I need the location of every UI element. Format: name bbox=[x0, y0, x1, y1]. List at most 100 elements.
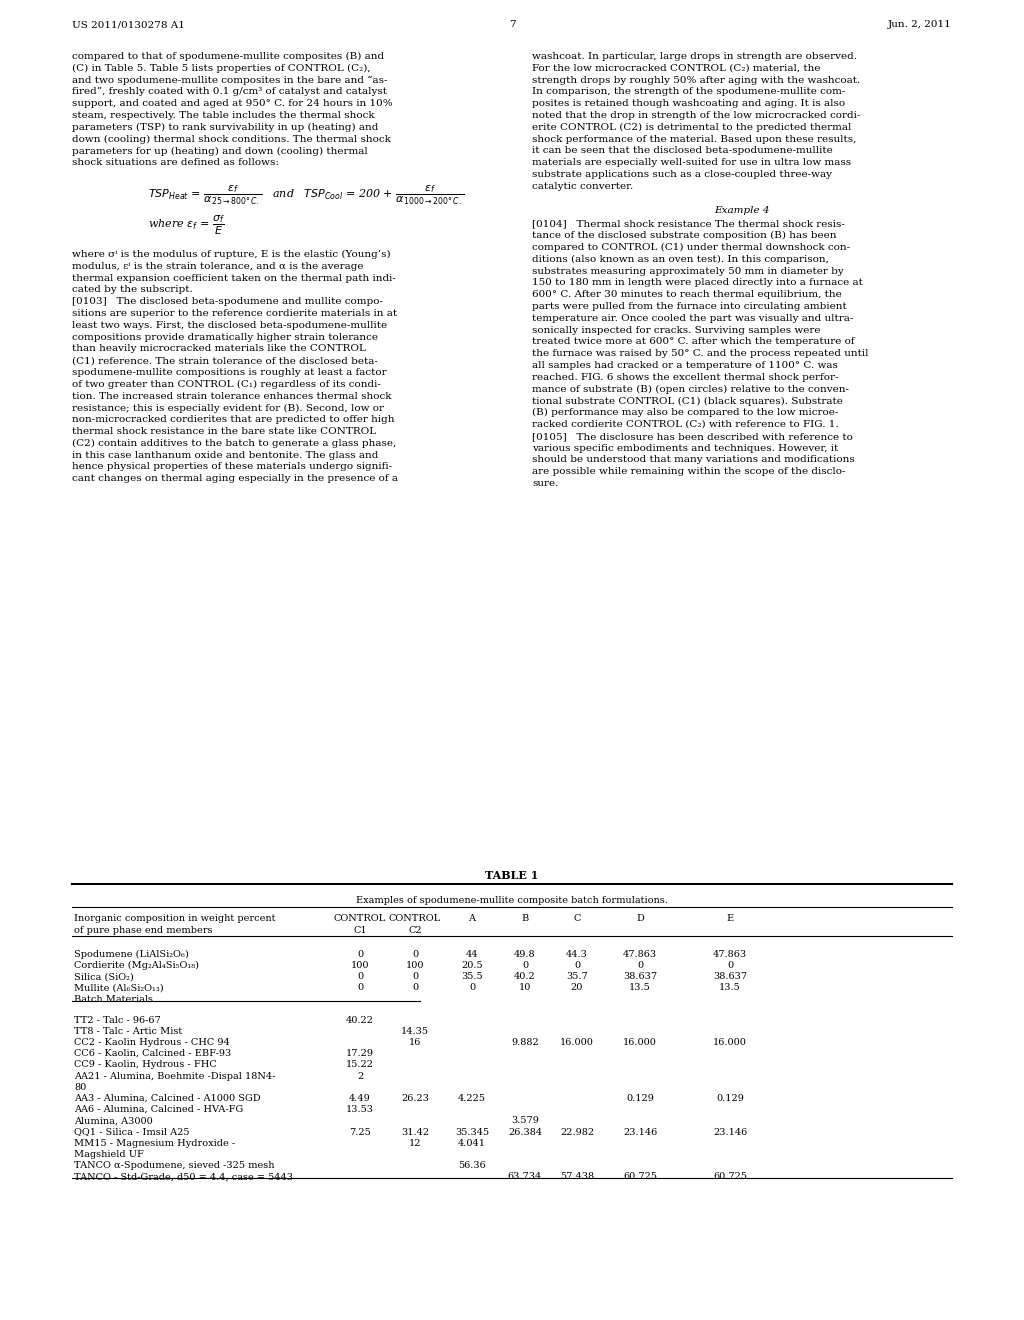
Text: 0: 0 bbox=[522, 961, 528, 970]
Text: TABLE 1: TABLE 1 bbox=[485, 870, 539, 880]
Text: In comparison, the strength of the spodumene-mullite com-: In comparison, the strength of the spodu… bbox=[532, 87, 846, 96]
Text: CONTROL: CONTROL bbox=[334, 913, 386, 923]
Text: 40.2: 40.2 bbox=[514, 973, 536, 981]
Text: 0: 0 bbox=[357, 973, 364, 981]
Text: non-microcracked cordierites that are predicted to offer high: non-microcracked cordierites that are pr… bbox=[72, 416, 394, 424]
Text: 60.725: 60.725 bbox=[713, 1172, 746, 1181]
Text: 0: 0 bbox=[357, 950, 364, 958]
Text: compositions provide dramatically higher strain tolerance: compositions provide dramatically higher… bbox=[72, 333, 378, 342]
Text: A: A bbox=[469, 913, 475, 923]
Text: 20: 20 bbox=[570, 983, 584, 993]
Text: 49.8: 49.8 bbox=[514, 950, 536, 958]
Text: 9.882: 9.882 bbox=[511, 1038, 539, 1047]
Text: TT8 - Talc - Artic Mist: TT8 - Talc - Artic Mist bbox=[74, 1027, 182, 1036]
Text: materials are especially well-suited for use in ultra low mass: materials are especially well-suited for… bbox=[532, 158, 851, 168]
Text: 13.5: 13.5 bbox=[629, 983, 651, 993]
Text: 38.637: 38.637 bbox=[623, 973, 657, 981]
Text: 0: 0 bbox=[573, 961, 580, 970]
Text: compared to CONTROL (C1) under thermal downshock con-: compared to CONTROL (C1) under thermal d… bbox=[532, 243, 850, 252]
Text: 40.22: 40.22 bbox=[346, 1015, 374, 1024]
Text: Example 4: Example 4 bbox=[715, 206, 770, 215]
Text: 0: 0 bbox=[412, 973, 418, 981]
Text: 15.22: 15.22 bbox=[346, 1060, 374, 1069]
Text: 35.345: 35.345 bbox=[455, 1127, 489, 1137]
Text: 26.23: 26.23 bbox=[401, 1094, 429, 1104]
Text: (C1) reference. The strain tolerance of the disclosed beta-: (C1) reference. The strain tolerance of … bbox=[72, 356, 378, 366]
Text: tional substrate CONTROL (C1) (black squares). Substrate: tional substrate CONTROL (C1) (black squ… bbox=[532, 396, 843, 405]
Text: 2: 2 bbox=[357, 1072, 364, 1081]
Text: (C2) contain additives to the batch to generate a glass phase,: (C2) contain additives to the batch to g… bbox=[72, 438, 396, 447]
Text: 13.5: 13.5 bbox=[719, 983, 741, 993]
Text: 7: 7 bbox=[509, 20, 515, 29]
Text: the furnace was raised by 50° C. and the process repeated until: the furnace was raised by 50° C. and the… bbox=[532, 350, 868, 358]
Text: 44.3: 44.3 bbox=[566, 950, 588, 958]
Text: 3.579: 3.579 bbox=[511, 1117, 539, 1126]
Text: 0: 0 bbox=[412, 950, 418, 958]
Text: B: B bbox=[521, 913, 528, 923]
Text: it can be seen that the disclosed beta-spodumene-mullite: it can be seen that the disclosed beta-s… bbox=[532, 147, 833, 156]
Text: 600° C. After 30 minutes to reach thermal equilibrium, the: 600° C. After 30 minutes to reach therma… bbox=[532, 290, 842, 300]
Text: erite CONTROL (C2) is detrimental to the predicted thermal: erite CONTROL (C2) is detrimental to the… bbox=[532, 123, 851, 132]
Text: and two spodumene-mullite composites in the bare and “as-: and two spodumene-mullite composites in … bbox=[72, 75, 387, 84]
Text: parameters for up (heating) and down (cooling) thermal: parameters for up (heating) and down (co… bbox=[72, 147, 368, 156]
Text: CC6 - Kaolin, Calcined - EBF-93: CC6 - Kaolin, Calcined - EBF-93 bbox=[74, 1049, 231, 1059]
Text: For the low microcracked CONTROL (C₂) material, the: For the low microcracked CONTROL (C₂) ma… bbox=[532, 63, 820, 73]
Text: 44: 44 bbox=[466, 950, 478, 958]
Text: CONTROL: CONTROL bbox=[389, 913, 441, 923]
Text: sonically inspected for cracks. Surviving samples were: sonically inspected for cracks. Survivin… bbox=[532, 326, 820, 334]
Text: 10: 10 bbox=[519, 983, 531, 993]
Text: 26.384: 26.384 bbox=[508, 1127, 542, 1137]
Text: racked cordierite CONTROL (C₂) with reference to FIG. 1.: racked cordierite CONTROL (C₂) with refe… bbox=[532, 420, 839, 429]
Text: washcoat. In particular, large drops in strength are observed.: washcoat. In particular, large drops in … bbox=[532, 51, 857, 61]
Text: Inorganic composition in weight percent: Inorganic composition in weight percent bbox=[74, 913, 275, 923]
Text: TANCO - Std-Grade, d50 = 4.4, case = 5443: TANCO - Std-Grade, d50 = 4.4, case = 544… bbox=[74, 1172, 293, 1181]
Text: Batch Materials: Batch Materials bbox=[74, 994, 153, 1003]
Text: 16.000: 16.000 bbox=[713, 1038, 746, 1047]
Text: 31.42: 31.42 bbox=[401, 1127, 429, 1137]
Text: 57.438: 57.438 bbox=[560, 1172, 594, 1181]
Text: 13.53: 13.53 bbox=[346, 1105, 374, 1114]
Text: (C) in Table 5. Table 5 lists properties of CONTROL (C₂),: (C) in Table 5. Table 5 lists properties… bbox=[72, 63, 371, 73]
Text: 17.29: 17.29 bbox=[346, 1049, 374, 1059]
Text: various specific embodiments and techniques. However, it: various specific embodiments and techniq… bbox=[532, 444, 839, 453]
Text: 80: 80 bbox=[74, 1082, 86, 1092]
Text: sure.: sure. bbox=[532, 479, 558, 488]
Text: 0: 0 bbox=[412, 983, 418, 993]
Text: down (cooling) thermal shock conditions. The thermal shock: down (cooling) thermal shock conditions.… bbox=[72, 135, 391, 144]
Text: AA21 - Alumina, Boehmite -Dispal 18N4-: AA21 - Alumina, Boehmite -Dispal 18N4- bbox=[74, 1072, 275, 1081]
Text: reached. FIG. 6 shows the excellent thermal shock perfor-: reached. FIG. 6 shows the excellent ther… bbox=[532, 372, 839, 381]
Text: MM15 - Magnesium Hydroxide -: MM15 - Magnesium Hydroxide - bbox=[74, 1139, 236, 1147]
Text: 47.863: 47.863 bbox=[713, 950, 748, 958]
Text: 0.129: 0.129 bbox=[626, 1094, 654, 1104]
Text: 4.49: 4.49 bbox=[349, 1094, 371, 1104]
Text: AA3 - Alumina, Calcined - A1000 SGD: AA3 - Alumina, Calcined - A1000 SGD bbox=[74, 1094, 261, 1104]
Text: all samples had cracked or a temperature of 1100° C. was: all samples had cracked or a temperature… bbox=[532, 360, 838, 370]
Text: 7.25: 7.25 bbox=[349, 1127, 371, 1137]
Text: sitions are superior to the reference cordierite materials in at: sitions are superior to the reference co… bbox=[72, 309, 397, 318]
Text: of two greater than CONTROL (C₁) regardless of its condi-: of two greater than CONTROL (C₁) regardl… bbox=[72, 380, 381, 389]
Text: Silica (SiO₂): Silica (SiO₂) bbox=[74, 973, 134, 981]
Text: [0104]   Thermal shock resistance The thermal shock resis-: [0104] Thermal shock resistance The ther… bbox=[532, 219, 845, 228]
Text: where $\varepsilon_f$ = $\dfrac{\sigma_f}{E}$: where $\varepsilon_f$ = $\dfrac{\sigma_f… bbox=[148, 214, 225, 238]
Text: 150 to 180 mm in length were placed directly into a furnace at: 150 to 180 mm in length were placed dire… bbox=[532, 279, 863, 288]
Text: steam, respectively. The table includes the thermal shock: steam, respectively. The table includes … bbox=[72, 111, 375, 120]
Text: least two ways. First, the disclosed beta-spodumene-mullite: least two ways. First, the disclosed bet… bbox=[72, 321, 387, 330]
Text: 23.146: 23.146 bbox=[713, 1127, 748, 1137]
Text: support, and coated and aged at 950° C. for 24 hours in 10%: support, and coated and aged at 950° C. … bbox=[72, 99, 392, 108]
Text: (B) performance may also be compared to the low microe-: (B) performance may also be compared to … bbox=[532, 408, 839, 417]
Text: 56.36: 56.36 bbox=[458, 1162, 485, 1170]
Text: 0.129: 0.129 bbox=[716, 1094, 744, 1104]
Text: AA6 - Alumina, Calcined - HVA-FG: AA6 - Alumina, Calcined - HVA-FG bbox=[74, 1105, 244, 1114]
Text: substrate applications such as a close-coupled three-way: substrate applications such as a close-c… bbox=[532, 170, 831, 180]
Text: posites is retained though washcoating and aging. It is also: posites is retained though washcoating a… bbox=[532, 99, 845, 108]
Text: $TSP_{Heat}$ = $\dfrac{\varepsilon_f}{\alpha_{25\rightarrow800°\,C.}}$   and   $: $TSP_{Heat}$ = $\dfrac{\varepsilon_f}{\a… bbox=[148, 183, 464, 207]
Text: 0: 0 bbox=[727, 961, 733, 970]
Text: [0103]   The disclosed beta-spodumene and mullite compo-: [0103] The disclosed beta-spodumene and … bbox=[72, 297, 383, 306]
Text: thermal expansion coefficient taken on the thermal path indi-: thermal expansion coefficient taken on t… bbox=[72, 273, 396, 282]
Text: 16.000: 16.000 bbox=[623, 1038, 657, 1047]
Text: 38.637: 38.637 bbox=[713, 973, 748, 981]
Text: substrates measuring approximately 50 mm in diameter by: substrates measuring approximately 50 mm… bbox=[532, 267, 844, 276]
Text: of pure phase end members: of pure phase end members bbox=[74, 925, 213, 935]
Text: 35.5: 35.5 bbox=[461, 973, 482, 981]
Text: 4.041: 4.041 bbox=[458, 1139, 486, 1147]
